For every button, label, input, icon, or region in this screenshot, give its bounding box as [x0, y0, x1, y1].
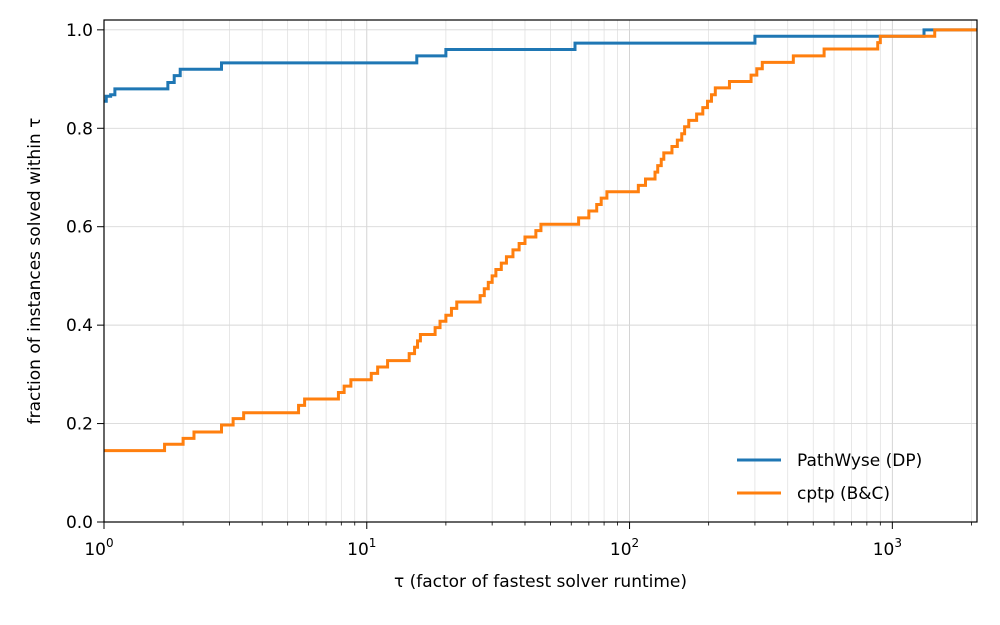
y-tick-label: 0.6 — [66, 218, 93, 238]
y-tick-label: 0.4 — [66, 316, 93, 336]
x-tick-label: 103 — [873, 536, 902, 560]
y-tick-label: 0.0 — [66, 513, 93, 533]
y-tick-label: 1.0 — [66, 21, 93, 41]
axis-ticks: 100 101 102 103 0.0 0.2 0.4 0.6 0.8 1.0 — [66, 21, 972, 560]
y-axis-label: fraction of instances solved within τ — [25, 118, 45, 425]
y-tick-label: 0.8 — [66, 119, 93, 139]
x-tick-label: 101 — [347, 536, 376, 560]
grid — [103, 20, 977, 523]
series-line-pathwyse — [104, 28, 977, 103]
series-line-cptp — [104, 28, 977, 453]
x-tick-label: 102 — [610, 536, 639, 560]
x-tick-label: 100 — [84, 536, 113, 560]
legend-label: cptp (B&C) — [797, 484, 890, 504]
x-axis-label: τ (factor of fastest solver runtime) — [394, 572, 687, 592]
series-lines — [104, 28, 977, 453]
legend: PathWyse (DP) cptp (B&C) — [737, 451, 922, 504]
y-tick-label: 0.2 — [66, 415, 93, 435]
plot-frame — [103, 19, 978, 523]
legend-label: PathWyse (DP) — [797, 451, 922, 471]
